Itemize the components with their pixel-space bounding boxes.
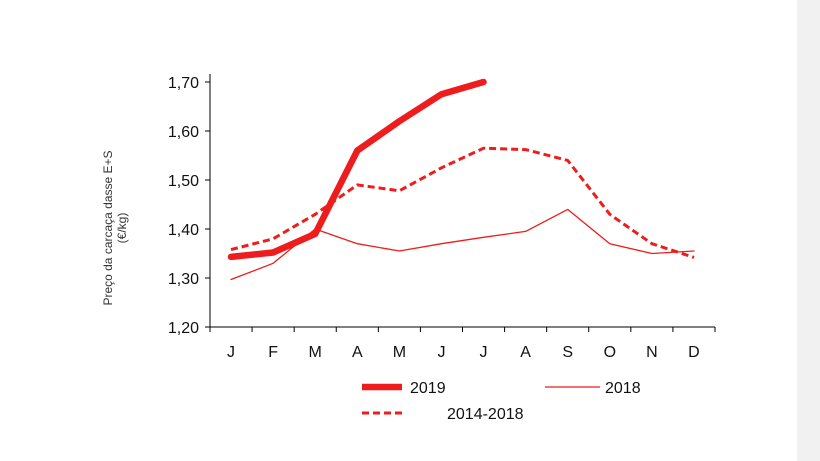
- legend-label-2014-2018: 2014-2018: [447, 406, 524, 423]
- x-tick-label: F: [268, 344, 278, 361]
- series-layer: [227, 78, 695, 281]
- y-axis-title: Preço da carcaça dasse E+S: [101, 150, 115, 305]
- legend-label-2018: 2018: [605, 380, 641, 397]
- x-tick-label: N: [646, 344, 658, 361]
- x-tick-label: M: [393, 344, 406, 361]
- series-line-2014-2018: [230, 146, 695, 259]
- x-tick-label: D: [688, 344, 700, 361]
- y-tick-label: 1,70: [168, 75, 199, 92]
- legend: 2019 2018 2014-2018: [362, 380, 641, 423]
- y-tick-label: 1,30: [168, 271, 199, 288]
- x-tick-label: O: [604, 344, 616, 361]
- y-tick-label: 1,60: [168, 124, 199, 141]
- x-tick-label: A: [520, 344, 531, 361]
- series-line-2019: [227, 78, 487, 261]
- x-tick-label: J: [227, 344, 235, 361]
- y-tick-label: 1,20: [168, 320, 199, 337]
- x-tick-label: M: [309, 344, 322, 361]
- x-tick-label: J: [437, 344, 445, 361]
- y-axis-unit: (€/kg): [115, 213, 129, 244]
- x-tick-label: J: [480, 344, 488, 361]
- axes: [205, 74, 716, 332]
- scrollbar-track[interactable]: [797, 0, 820, 461]
- y-tick-labels: 1,20 1,30 1,40 1,50 1,60 1,70: [168, 75, 199, 337]
- x-tick-label: A: [352, 344, 363, 361]
- series-line-2018: [230, 208, 695, 281]
- x-tick-label: S: [562, 344, 573, 361]
- y-tick-label: 1,40: [168, 222, 199, 239]
- y-tick-label: 1,50: [168, 173, 199, 190]
- line-chart: Preço da carcaça dasse E+S (€/kg) 1,201,…: [101, 74, 716, 423]
- legend-label-2019: 2019: [410, 380, 446, 397]
